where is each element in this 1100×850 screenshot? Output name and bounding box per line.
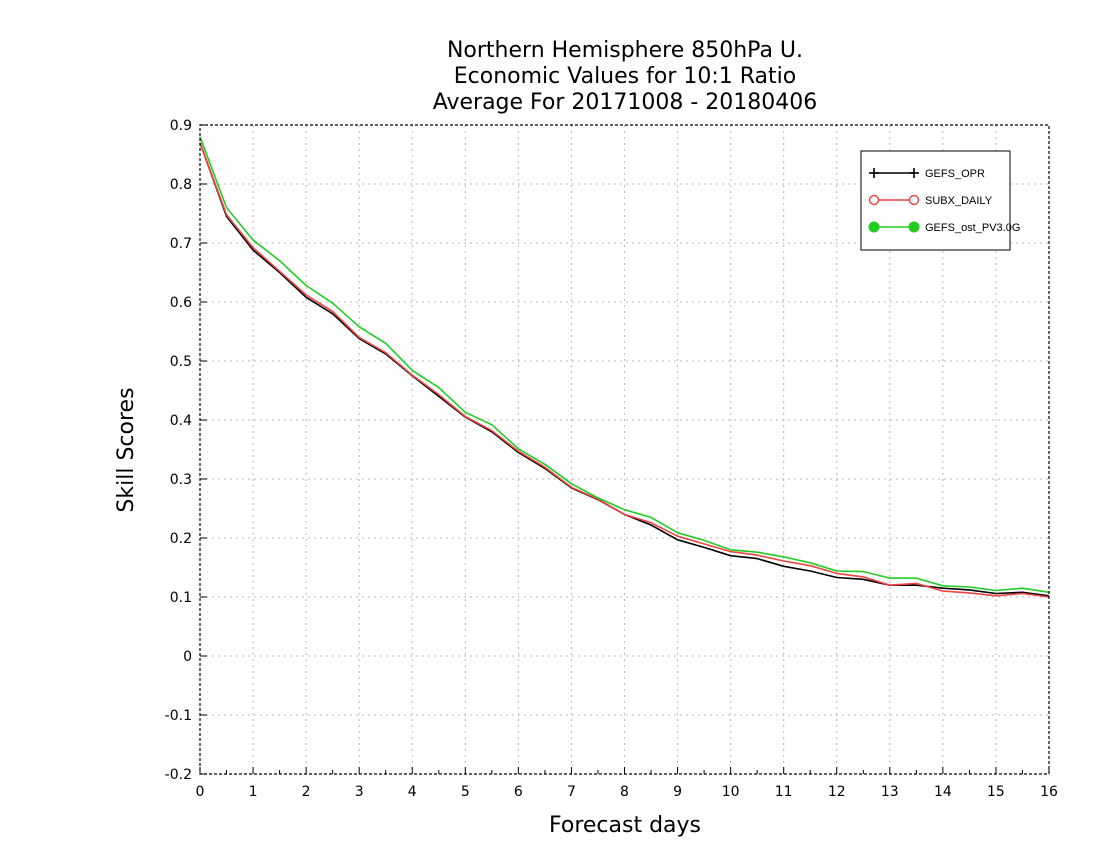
x-tick-label: 11 bbox=[775, 784, 793, 800]
x-tick-label: 13 bbox=[881, 784, 899, 800]
x-tick-label: 3 bbox=[355, 784, 364, 800]
series-line-subx-daily bbox=[199, 142, 1050, 598]
x-axis-label: Forecast days bbox=[549, 813, 701, 838]
series-lines bbox=[199, 136, 1050, 598]
y-tick-label: 0.6 bbox=[170, 295, 192, 311]
y-tick-label: 0.7 bbox=[170, 236, 192, 252]
x-tick-label: 8 bbox=[620, 784, 629, 800]
x-tick-label: 10 bbox=[722, 784, 740, 800]
legend-label: GEFS_OPR bbox=[925, 168, 985, 180]
x-tick-label: 9 bbox=[673, 784, 682, 800]
legend-label: SUBX_DAILY bbox=[925, 195, 993, 207]
legend-marker bbox=[868, 221, 880, 233]
legend-marker bbox=[868, 194, 880, 206]
x-tick-label: 15 bbox=[987, 784, 1005, 800]
legend-entry: GEFS_OPR bbox=[869, 168, 985, 180]
x-tick-label: 2 bbox=[302, 784, 311, 800]
legend-entry: GEFS_ost_PV3.0G bbox=[868, 221, 1020, 234]
y-tick-label: 0.9 bbox=[170, 118, 192, 134]
chart-title: Northern Hemisphere 850hPa U. Economic V… bbox=[433, 38, 818, 115]
series-line-gefs-ost-pv3-0g bbox=[199, 136, 1050, 594]
y-axis-label: Skill Scores bbox=[114, 387, 139, 512]
legend-marker bbox=[908, 221, 920, 233]
x-tick-label: 0 bbox=[196, 784, 205, 800]
legend: GEFS_OPR SUBX_DAILY GEFS_ost_PV3.0G bbox=[860, 150, 1020, 251]
legend-entry: SUBX_DAILY bbox=[868, 194, 993, 207]
x-tick-label: 4 bbox=[408, 784, 417, 800]
title-line-1: Northern Hemisphere 850hPa U. bbox=[447, 38, 803, 63]
x-axis-ticks: 0 1 2 3 4 5 6 7 8 9 10 11 12 13 14 15 16 bbox=[196, 767, 1058, 800]
y-tick-label: 0.8 bbox=[170, 177, 192, 193]
y-tick-label: 0.2 bbox=[170, 531, 192, 547]
title-line-2: Economic Values for 10:1 Ratio bbox=[454, 64, 796, 89]
y-tick-label: 0.4 bbox=[170, 413, 192, 429]
x-tick-label: 1 bbox=[249, 784, 258, 800]
y-tick-label: -0.2 bbox=[165, 767, 192, 783]
y-tick-label: -0.1 bbox=[165, 708, 192, 724]
title-line-3: Average For 20171008 - 20180406 bbox=[433, 90, 818, 115]
x-tick-label: 6 bbox=[514, 784, 523, 800]
y-tick-label: 0.5 bbox=[170, 354, 192, 370]
x-tick-label: 7 bbox=[567, 784, 576, 800]
y-tick-label: 0 bbox=[183, 649, 192, 665]
x-tick-label: 16 bbox=[1040, 784, 1058, 800]
y-axis-ticks: 0.9 0.8 0.7 0.6 0.5 0.4 0.3 0.2 0.1 0 -0.1 -0.2 bbox=[165, 118, 207, 783]
x-tick-label: 5 bbox=[461, 784, 470, 800]
legend-label: GEFS_ost_PV3.0G bbox=[925, 222, 1020, 234]
x-tick-label: 14 bbox=[934, 784, 952, 800]
y-tick-label: 0.3 bbox=[170, 472, 192, 488]
x-tick-label: 12 bbox=[828, 784, 846, 800]
legend-marker bbox=[908, 194, 920, 206]
y-tick-label: 0.1 bbox=[170, 590, 192, 606]
